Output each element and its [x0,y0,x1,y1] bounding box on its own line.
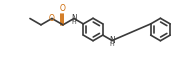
Text: N: N [71,14,77,22]
Text: H: H [110,42,115,47]
Text: O: O [60,4,66,13]
Text: O: O [49,14,54,22]
Text: N: N [109,36,115,45]
Text: H: H [72,20,76,25]
